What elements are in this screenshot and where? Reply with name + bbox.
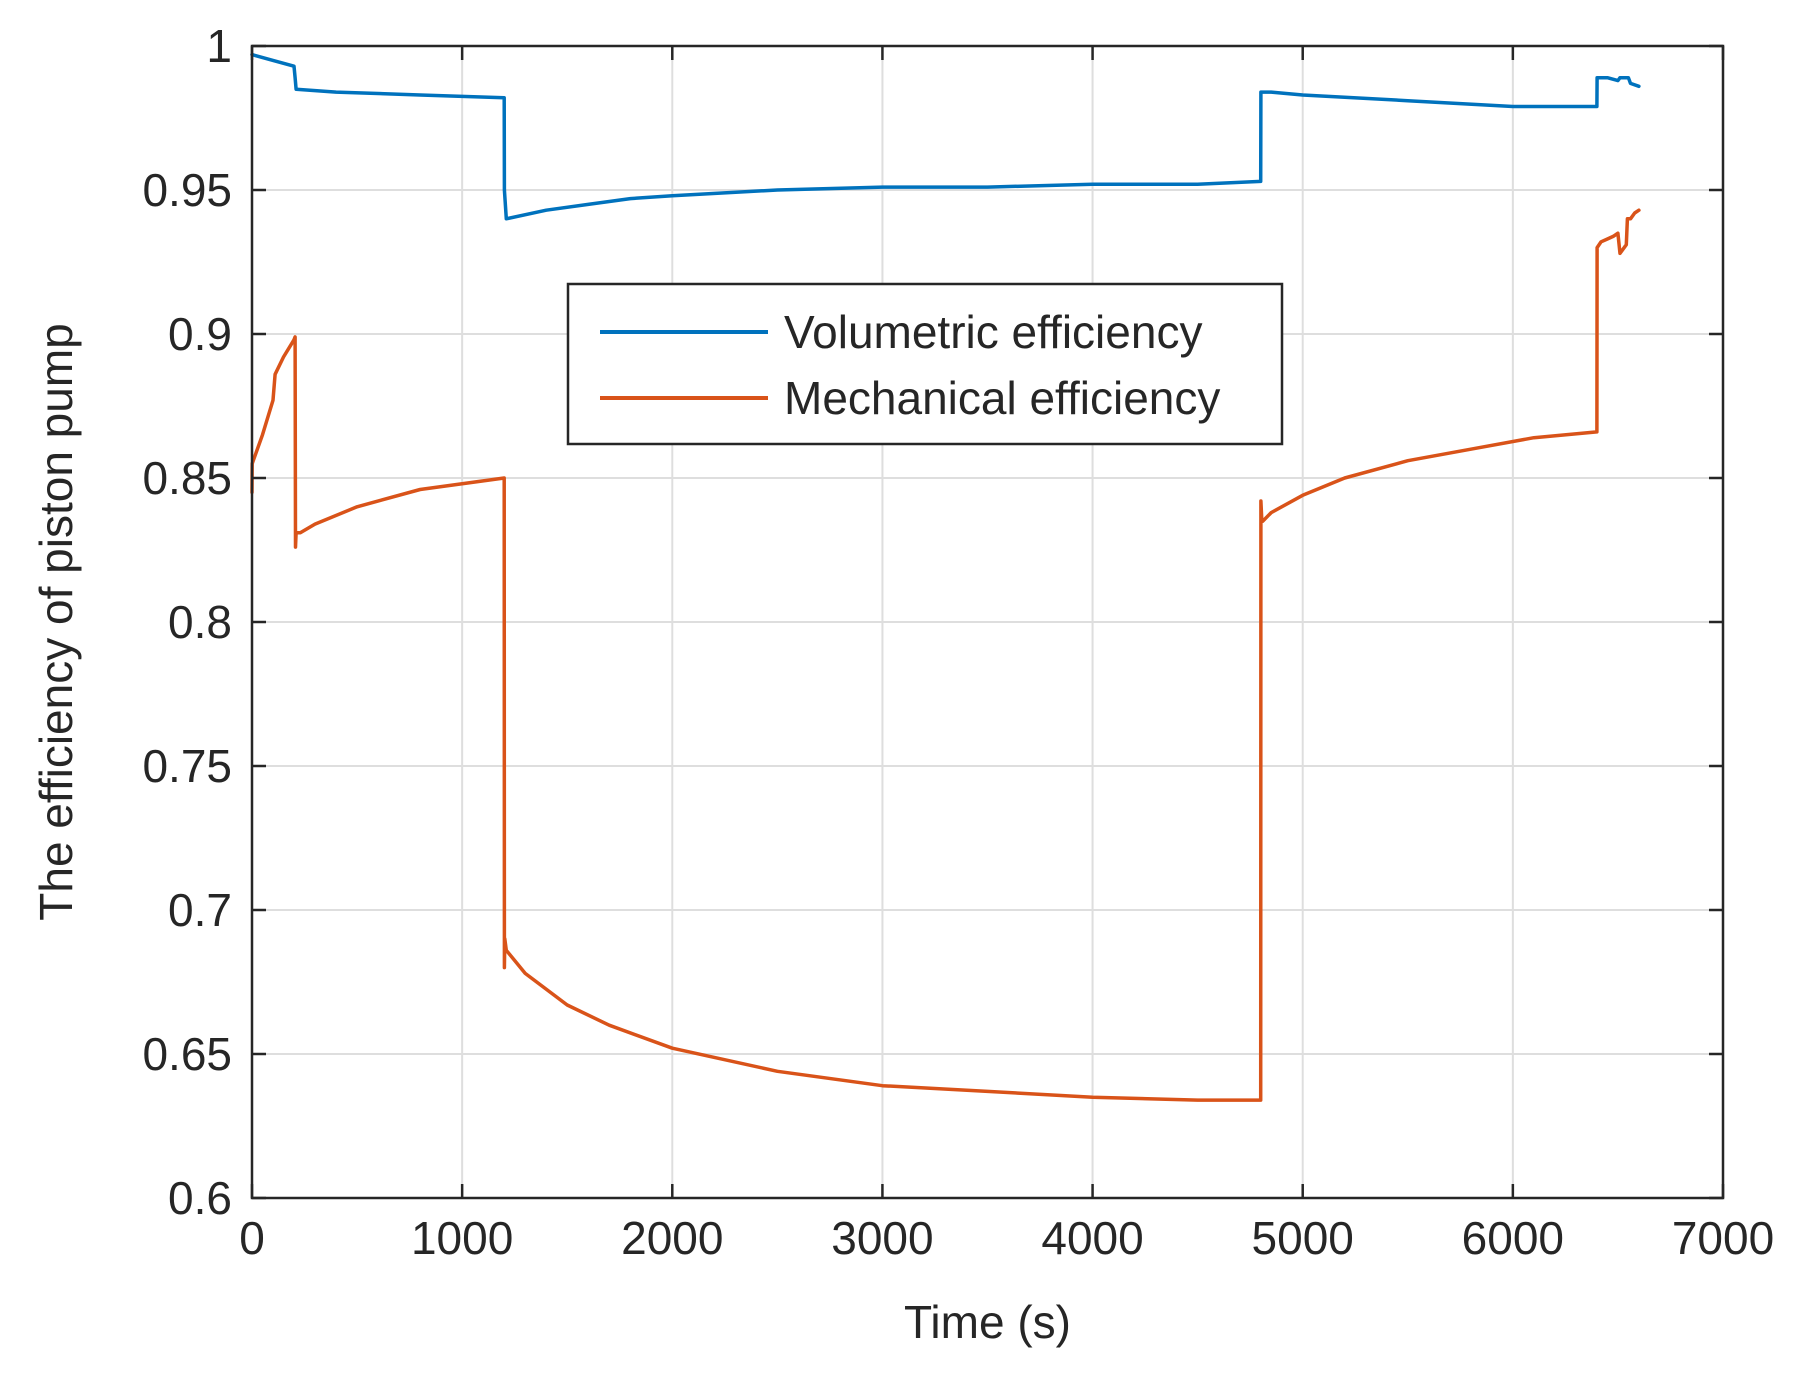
y-tick-label: 0.9	[168, 308, 232, 360]
legend-label-mechanical: Mechanical efficiency	[784, 372, 1220, 424]
x-tick-label: 6000	[1462, 1212, 1564, 1264]
legend-label-volumetric: Volumetric efficiency	[784, 306, 1202, 358]
x-axis-label: Time (s)	[904, 1296, 1071, 1348]
y-axis-label: The efficiency of piston pump	[30, 323, 82, 920]
y-tick-label: 0.6	[168, 1172, 232, 1224]
y-tick-label: 0.65	[142, 1028, 232, 1080]
y-tick-label: 0.75	[142, 740, 232, 792]
x-tick-label: 7000	[1672, 1212, 1774, 1264]
x-tick-label: 3000	[831, 1212, 933, 1264]
series-layer	[250, 52, 1641, 1102]
x-tick-label: 1000	[411, 1212, 513, 1264]
y-tick-label: 0.8	[168, 596, 232, 648]
x-tick-label: 0	[239, 1212, 265, 1264]
legend: Volumetric efficiency Mechanical efficie…	[566, 282, 1284, 446]
x-tick-label: 2000	[621, 1212, 723, 1264]
ticks: 0 1000 2000 3000 4000 5000 6000 7000 0.6 0.65 0.7 0…	[142, 20, 1774, 1264]
x-tick-label: 4000	[1041, 1212, 1143, 1264]
x-tick-label: 5000	[1252, 1212, 1354, 1264]
y-tick-label: 0.95	[142, 164, 232, 216]
series-line-mechanical	[250, 208, 1641, 1102]
y-tick-label: 0.7	[168, 884, 232, 936]
series-line-volumetric	[250, 52, 1641, 221]
legend-box	[566, 282, 1284, 446]
y-tick-label: 0.85	[142, 452, 232, 504]
y-tick-label: 1	[206, 20, 232, 72]
